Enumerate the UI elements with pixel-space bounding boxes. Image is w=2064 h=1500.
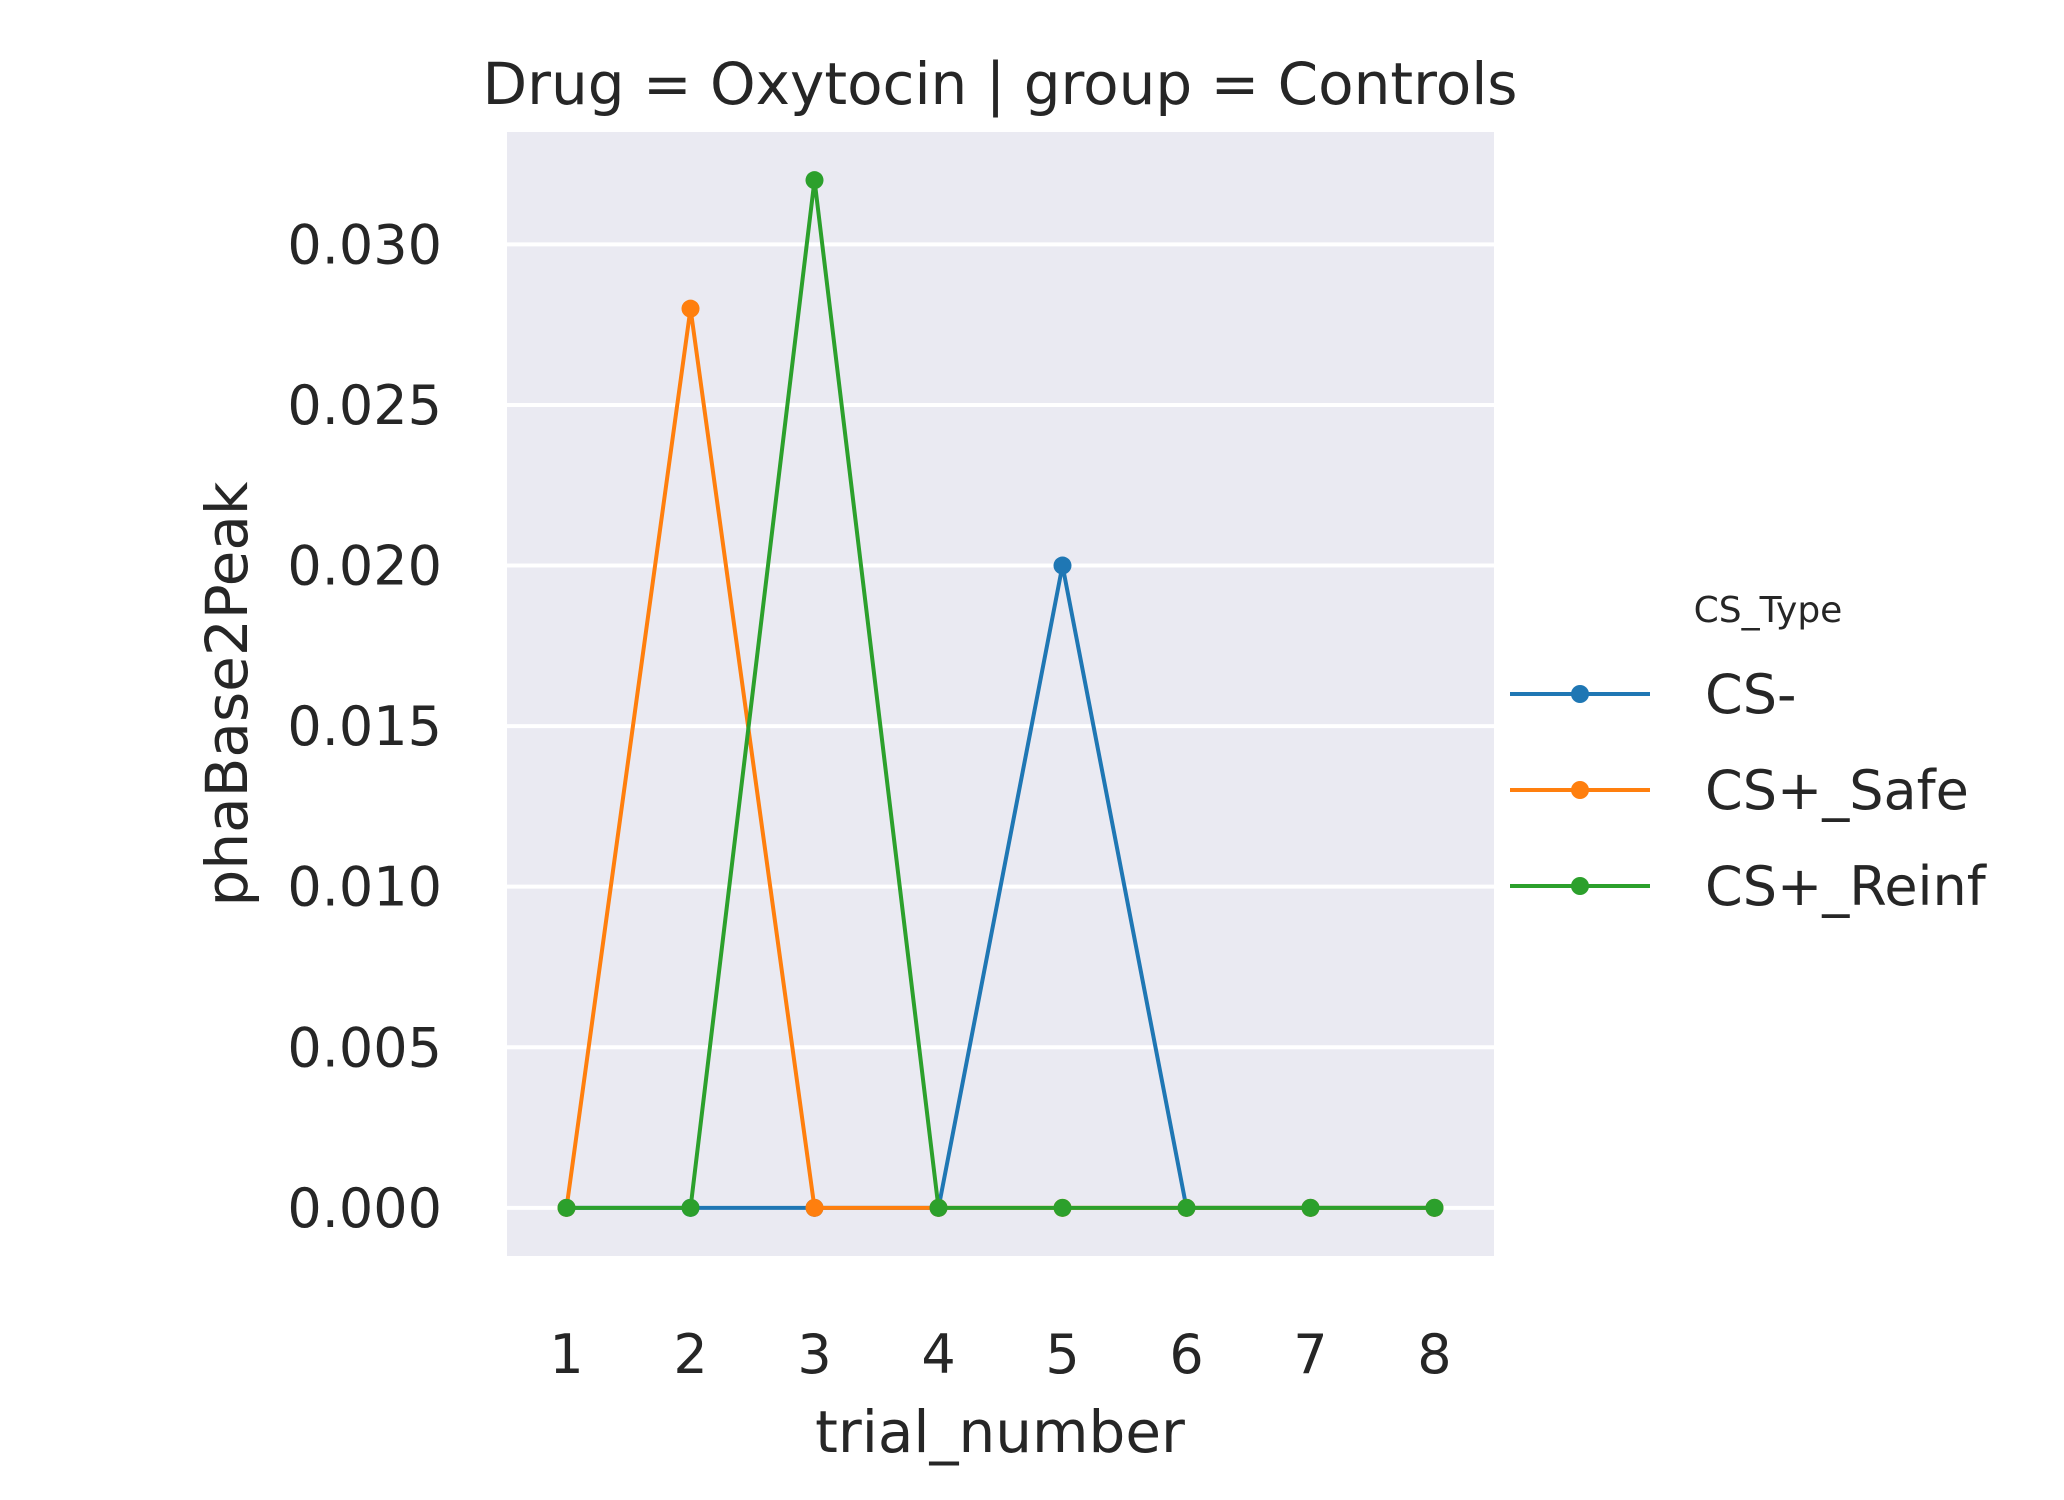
- series-layer: [557, 171, 1444, 1217]
- series-line: [566, 178, 1435, 1210]
- legend-label: CS-: [1705, 663, 1796, 726]
- y-tick-label: 0.020: [287, 535, 442, 598]
- y-tick-label: 0.030: [287, 213, 442, 276]
- x-tick-label: 4: [921, 1323, 955, 1386]
- legend-label: CS+_Reinf: [1705, 855, 1988, 918]
- x-tick-label: 2: [673, 1323, 707, 1386]
- data-point: [929, 1198, 948, 1217]
- y-axis-label: phaBase2Peak: [193, 481, 261, 906]
- legend-item: CS-: [1510, 663, 1796, 726]
- legend-marker: [1571, 781, 1589, 799]
- x-tick-label: 1: [549, 1323, 583, 1386]
- data-point: [1425, 1198, 1444, 1217]
- series-2: [557, 171, 1444, 1217]
- legend-item: CS+_Reinf: [1510, 855, 1988, 918]
- x-tick-label: 3: [797, 1323, 831, 1386]
- y-tick-label: 0.000: [287, 1177, 442, 1240]
- y-ticks: 0.000 0.005 0.010 0.015 0.020 0.025 0.030: [287, 213, 442, 1239]
- x-tick-label: 8: [1417, 1323, 1451, 1386]
- x-tick-label: 5: [1045, 1323, 1079, 1386]
- legend-marker: [1571, 685, 1589, 703]
- legend-item: CS+_Safe: [1510, 759, 1969, 822]
- legend-title: CS_Type: [1694, 590, 1843, 631]
- data-point: [1177, 1198, 1196, 1217]
- chart-title: Drug = Oxytocin | group = Controls: [482, 50, 1517, 118]
- data-point: [557, 1198, 576, 1217]
- data-point: [805, 1198, 824, 1217]
- data-point: [681, 1198, 700, 1217]
- x-axis-label: trial_number: [815, 1398, 1185, 1466]
- y-tick-label: 0.010: [287, 856, 442, 919]
- x-tick-label: 7: [1293, 1323, 1327, 1386]
- y-tick-label: 0.005: [287, 1016, 442, 1079]
- plot-background: [507, 132, 1494, 1256]
- y-tick-label: 0.015: [287, 695, 442, 758]
- data-point: [1301, 1198, 1320, 1217]
- legend-label: CS+_Safe: [1705, 759, 1969, 822]
- legend-marker: [1571, 877, 1589, 895]
- legend: CS_Type CS- CS+_Safe CS+_Reinf: [1510, 590, 1988, 918]
- x-tick-label: 6: [1169, 1323, 1203, 1386]
- data-point: [1053, 1198, 1072, 1217]
- x-ticks: 1 2 3 4 5 6 7 8: [549, 1323, 1451, 1386]
- y-tick-label: 0.025: [287, 374, 442, 437]
- data-point: [681, 299, 700, 318]
- data-point: [1053, 556, 1072, 575]
- data-point: [805, 171, 824, 190]
